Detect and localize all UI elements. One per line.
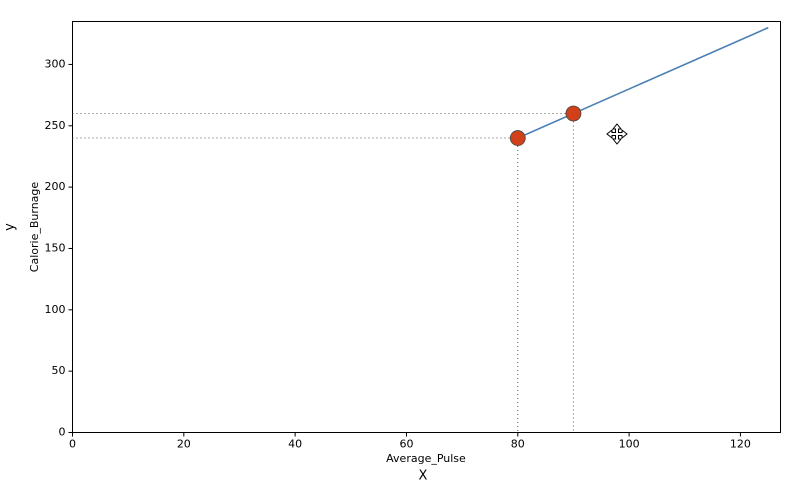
y-tick-label: 50: [52, 364, 66, 377]
line: [517, 26, 769, 139]
x-tick-label: 80: [511, 438, 525, 451]
point: [509, 130, 526, 146]
plot-frame: [72, 21, 781, 433]
y-tick-label: 0: [59, 426, 66, 439]
x-tick-label: 120: [730, 438, 751, 451]
x-tick-label: 100: [619, 438, 640, 451]
move-cursor: [606, 123, 628, 145]
x-tick-label: 60: [399, 438, 413, 451]
x-tick-label: 0: [69, 438, 76, 451]
point: [565, 105, 582, 122]
y-tick-label: 250: [45, 119, 66, 132]
y-tick-label: 200: [45, 180, 66, 193]
outer-x-label: X: [419, 469, 428, 484]
outer-y-label: y: [3, 223, 18, 231]
y-tick-label: 100: [45, 303, 66, 316]
x-tick-label: 40: [288, 438, 302, 451]
y-tick-label: 150: [45, 241, 66, 254]
y-tick-label: 300: [45, 57, 66, 70]
x-tick-label: 20: [177, 438, 191, 451]
y-axis-label: Calorie_Burnage: [28, 182, 41, 273]
x-axis-label: Average_Pulse: [386, 452, 466, 465]
